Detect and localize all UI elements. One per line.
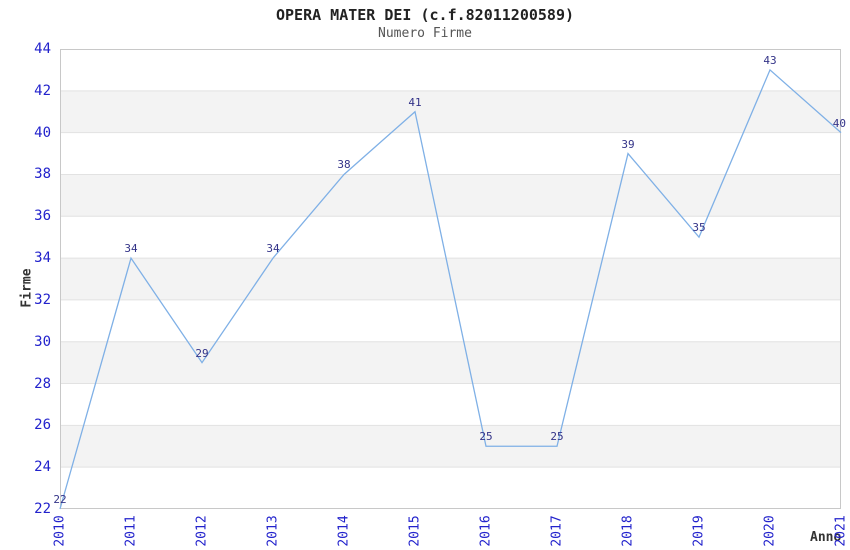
x-tick-label: 2014	[336, 515, 352, 547]
y-tick-label: 28	[34, 375, 51, 392]
plot-border	[60, 49, 841, 509]
x-tick-label: 2021	[833, 515, 849, 547]
x-tick-label: 2020	[762, 515, 778, 547]
x-tick-label: 2019	[691, 515, 707, 547]
grid-band	[60, 341, 841, 384]
x-tick-label: 2015	[407, 515, 423, 547]
y-tick-label: 42	[34, 82, 51, 99]
chart-title: OPERA MATER DEI (c.f.82011200589)	[275, 6, 574, 24]
point-label: 41	[408, 95, 422, 109]
grid-band	[60, 174, 841, 217]
point-label: 34	[124, 242, 138, 256]
y-tick-label: 30	[34, 333, 51, 350]
x-tick-label: 2016	[478, 515, 494, 547]
y-tick-label: 24	[34, 459, 51, 476]
point-label: 25	[479, 430, 493, 444]
chart-subtitle: Numero Firme	[378, 26, 472, 41]
x-tick-label: 2017	[549, 515, 565, 547]
grid-band	[60, 90, 841, 133]
point-label: 35	[692, 221, 706, 235]
y-tick-label: 26	[34, 417, 51, 434]
y-tick-label: 22	[34, 501, 51, 517]
y-tick-label: 44	[34, 41, 51, 57]
point-label: 38	[337, 158, 351, 172]
y-tick-label: 36	[34, 208, 51, 225]
point-label: 43	[763, 53, 777, 67]
x-tick-label: 2011	[123, 515, 139, 547]
y-tick-label: 32	[34, 291, 51, 308]
x-tick-label: 2012	[194, 515, 210, 547]
y-tick-label: 40	[34, 124, 51, 141]
y-tick-label: 38	[34, 166, 51, 183]
x-tick-label: 2013	[265, 515, 281, 547]
y-tick-label: 34	[34, 250, 51, 267]
point-label: 39	[621, 137, 635, 151]
point-label: 34	[266, 242, 280, 256]
point-label: 40	[832, 116, 847, 130]
data-line	[59, 68, 842, 510]
x-tick-label: 2018	[620, 515, 636, 547]
x-axis-title: Anno	[810, 530, 842, 545]
x-tick-label: 2010	[52, 515, 68, 547]
point-label: 29	[195, 346, 209, 360]
point-label: 22	[53, 493, 67, 506]
point-label: 25	[550, 430, 564, 444]
grid-band	[60, 425, 841, 468]
